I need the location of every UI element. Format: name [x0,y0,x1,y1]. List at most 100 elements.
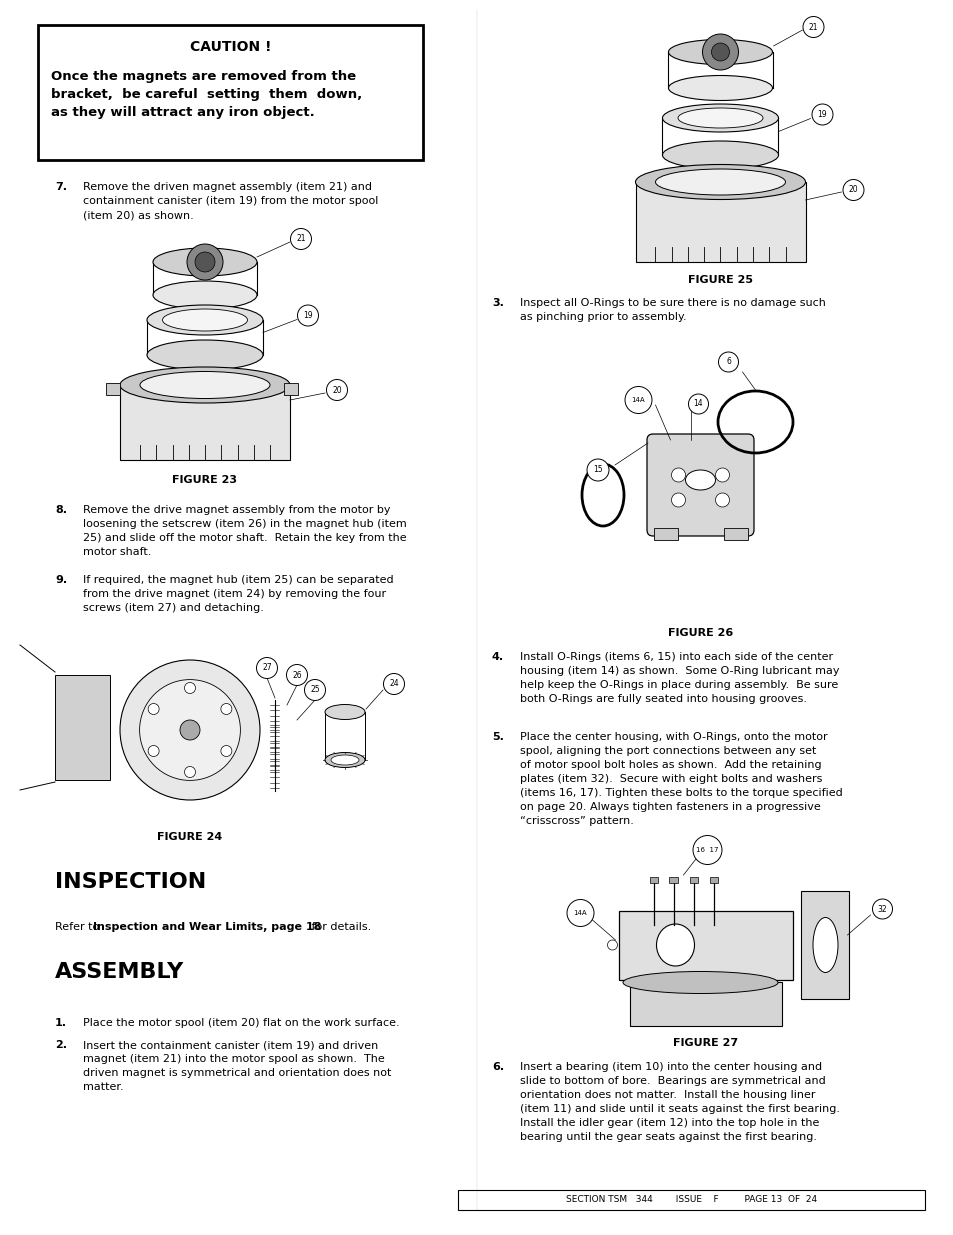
Text: 21: 21 [808,22,818,32]
Text: Place the motor spool (item 20) flat on the work surface.: Place the motor spool (item 20) flat on … [83,1018,399,1028]
Text: 25: 25 [310,685,319,694]
Text: 21: 21 [296,235,305,243]
Circle shape [802,16,823,37]
Circle shape [184,683,195,694]
Circle shape [221,704,232,715]
Circle shape [291,228,312,249]
Circle shape [671,493,685,508]
Circle shape [701,35,738,70]
Text: 5.: 5. [492,732,503,742]
Text: 6: 6 [725,357,730,367]
Text: 14A: 14A [631,396,644,403]
Circle shape [139,679,240,781]
Circle shape [872,899,892,919]
Text: 19: 19 [817,110,826,119]
Text: Remove the driven magnet assembly (item 21) and
containment canister (item 19) f: Remove the driven magnet assembly (item … [83,182,378,220]
FancyBboxPatch shape [801,890,848,999]
Ellipse shape [120,367,290,403]
Circle shape [811,104,832,125]
Ellipse shape [635,164,804,200]
Circle shape [586,459,608,480]
Ellipse shape [152,282,256,309]
Text: CAUTION !: CAUTION ! [190,40,271,54]
Ellipse shape [140,372,270,399]
Text: 19: 19 [303,311,313,320]
Text: 14A: 14A [573,910,587,916]
FancyBboxPatch shape [55,676,110,781]
Text: If required, the magnet hub (item 25) can be separated
from the drive magnet (it: If required, the magnet hub (item 25) ca… [83,576,394,613]
Ellipse shape [325,704,365,720]
Circle shape [715,468,729,482]
Circle shape [221,746,232,757]
Circle shape [566,899,594,926]
FancyBboxPatch shape [649,877,657,883]
Ellipse shape [661,141,778,169]
Text: 7.: 7. [55,182,67,191]
Text: 26: 26 [292,671,301,679]
Circle shape [148,746,159,757]
Circle shape [842,179,863,200]
Circle shape [718,352,738,372]
FancyBboxPatch shape [669,877,677,883]
FancyBboxPatch shape [709,877,717,883]
Text: 16  17: 16 17 [696,847,718,853]
Text: FIGURE 27: FIGURE 27 [672,1037,738,1049]
Ellipse shape [622,972,778,993]
Circle shape [187,245,223,280]
Text: FIGURE 25: FIGURE 25 [687,275,752,285]
Text: 14: 14 [693,399,702,409]
Circle shape [624,387,651,414]
FancyBboxPatch shape [646,433,753,536]
Ellipse shape [678,107,762,128]
Circle shape [715,493,729,508]
FancyBboxPatch shape [284,383,297,395]
Text: 4.: 4. [492,652,503,662]
Ellipse shape [661,104,778,132]
Text: 3.: 3. [492,298,503,308]
Text: 15: 15 [593,466,602,474]
Ellipse shape [162,309,247,331]
Ellipse shape [147,340,263,370]
FancyBboxPatch shape [38,25,422,161]
Text: Insert a bearing (item 10) into the center housing and
slide to bottom of bore. : Insert a bearing (item 10) into the cent… [519,1062,840,1142]
Text: 2.: 2. [55,1040,67,1050]
Text: 20: 20 [332,385,341,394]
Circle shape [184,767,195,778]
Circle shape [326,379,347,400]
Text: Once the magnets are removed from the
bracket,  be careful  setting  them  down,: Once the magnets are removed from the br… [51,70,362,119]
Ellipse shape [325,752,365,767]
Circle shape [148,704,159,715]
Text: for details.: for details. [308,923,371,932]
Circle shape [607,940,617,950]
Text: Place the center housing, with O-Rings, onto the motor
spool, aligning the port : Place the center housing, with O-Rings, … [519,732,841,826]
Text: SECTION TSM   344        ISSUE    F         PAGE 13  OF  24: SECTION TSM 344 ISSUE F PAGE 13 OF 24 [565,1195,817,1204]
Text: 6.: 6. [492,1062,503,1072]
Text: 32: 32 [877,904,886,914]
FancyBboxPatch shape [635,182,804,262]
Text: FIGURE 26: FIGURE 26 [667,629,732,638]
Ellipse shape [655,169,784,195]
Ellipse shape [656,924,694,966]
Text: Install O-Rings (items 6, 15) into each side of the center
housing (item 14) as : Install O-Rings (items 6, 15) into each … [519,652,839,704]
Text: FIGURE 23: FIGURE 23 [172,475,237,485]
FancyBboxPatch shape [120,385,290,459]
Ellipse shape [812,918,837,972]
Ellipse shape [152,248,256,275]
Circle shape [383,673,404,694]
Text: 24: 24 [389,679,398,688]
Text: 27: 27 [262,663,272,673]
Circle shape [194,252,214,272]
Text: Remove the drive magnet assembly from the motor by
loosening the setscrew (item : Remove the drive magnet assembly from th… [83,505,406,557]
Circle shape [688,394,708,414]
Circle shape [692,836,721,864]
Text: 9.: 9. [55,576,67,585]
Ellipse shape [668,75,772,100]
FancyBboxPatch shape [629,982,781,1025]
FancyBboxPatch shape [618,910,792,979]
Circle shape [286,664,307,685]
Ellipse shape [668,40,772,64]
Ellipse shape [147,305,263,335]
Circle shape [711,43,729,61]
Text: 1.: 1. [55,1018,67,1028]
FancyBboxPatch shape [722,529,747,540]
